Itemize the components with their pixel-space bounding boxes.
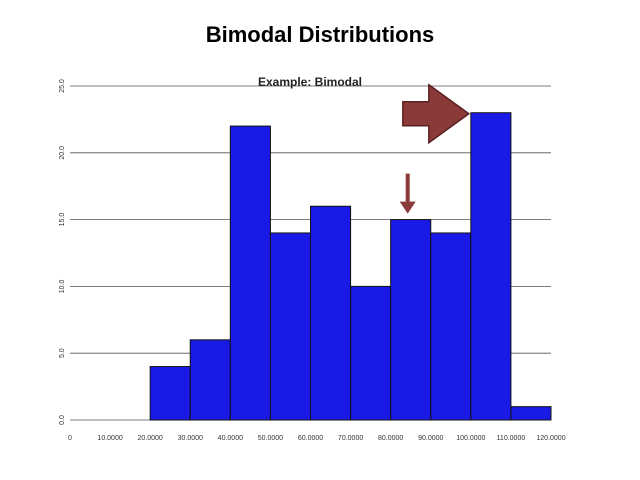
slide-title: Bimodal Distributions [205,22,435,47]
histogram-bar [470,112,512,421]
axes: 0.0 5.0 10.0 15.0 20.0 25.0 0 10.0000 20.0000 30.… [59,79,566,442]
x-tick-label: 100.0000 [456,435,485,442]
x-tick-label: 0 [68,435,72,442]
x-tick-label: 60.0000 [298,435,323,442]
y-tick-label: 0.0 [59,415,66,425]
down-arrow-shaft [405,173,410,204]
chart-title: Example: Bimodal [258,75,362,89]
histogram-bar [390,219,432,421]
x-tick-label: 10.0000 [97,435,122,442]
x-tick-label: 70.0000 [338,435,363,442]
histogram-bar [430,232,472,421]
y-tick-label: 15.0 [59,213,66,227]
right-arrow-icon [402,83,471,145]
x-tick-label: 30.0000 [178,435,203,442]
histogram-bar [310,205,352,421]
x-tick-label: 20.0000 [138,435,163,442]
x-tick-label: 40.0000 [218,435,243,442]
x-tick-label: 110.0000 [497,435,526,442]
histogram-bars [149,112,552,421]
histogram-bar [269,232,311,421]
histogram-bar [189,339,231,421]
down-arrow-icon [399,201,416,214]
histogram-bar [510,406,552,421]
histogram-bar [149,366,191,421]
annotations [399,83,471,214]
x-tick-label: 90.0000 [418,435,443,442]
histogram-bar [229,125,271,421]
x-tick-label: 80.0000 [378,435,403,442]
y-tick-label: 20.0 [59,146,66,160]
y-tick-label: 25.0 [59,79,66,93]
histogram-bar [350,285,392,421]
x-tick-label: 50.0000 [258,435,283,442]
y-tick-label: 10.0 [59,279,66,293]
x-tick-label: 120.0000 [536,435,565,442]
y-tick-label: 5.0 [59,348,66,358]
